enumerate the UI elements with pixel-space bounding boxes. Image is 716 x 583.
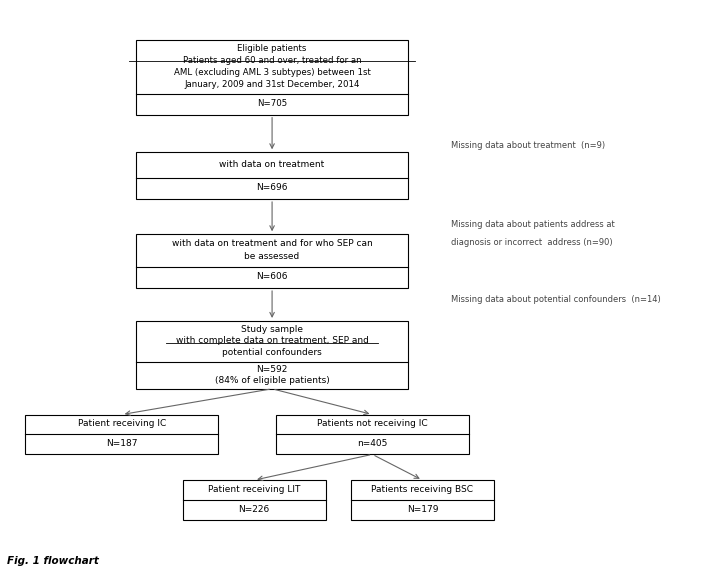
Text: Fig. 1 flowchart: Fig. 1 flowchart (7, 556, 99, 566)
Text: N=179: N=179 (407, 505, 438, 514)
Text: Missing data about patients address at: Missing data about patients address at (451, 220, 615, 229)
Bar (136, 321, 408, 389)
Text: N=606: N=606 (256, 272, 288, 281)
Bar (276, 415, 469, 454)
Text: Patient receiving LIT: Patient receiving LIT (208, 485, 301, 494)
Bar (25, 415, 218, 454)
Text: (84% of eligible patients): (84% of eligible patients) (215, 375, 329, 385)
Text: Patients aged 60 and over, treated for an: Patients aged 60 and over, treated for a… (183, 55, 362, 65)
Text: with complete data on treatment, SEP and: with complete data on treatment, SEP and (175, 336, 369, 345)
Text: N=187: N=187 (106, 439, 137, 448)
Text: potential confounders: potential confounders (222, 348, 322, 357)
Text: Missing data about treatment  (n=9): Missing data about treatment (n=9) (451, 141, 605, 150)
Text: Patient receiving IC: Patient receiving IC (77, 419, 166, 429)
Text: N=696: N=696 (256, 183, 288, 192)
Bar (136, 234, 408, 288)
Text: Patients not receiving IC: Patients not receiving IC (317, 419, 427, 429)
Text: January, 2009 and 31st December, 2014: January, 2009 and 31st December, 2014 (184, 80, 360, 89)
Text: diagnosis or incorrect  address (n=90): diagnosis or incorrect address (n=90) (451, 238, 613, 247)
Text: AML (excluding AML 3 subtypes) between 1st: AML (excluding AML 3 subtypes) between 1… (174, 68, 370, 76)
Text: N=592: N=592 (256, 365, 288, 374)
Text: with data on treatment and for who SEP can: with data on treatment and for who SEP c… (172, 239, 372, 248)
Bar (183, 480, 326, 520)
Text: N=705: N=705 (257, 99, 287, 108)
Bar (136, 152, 408, 199)
Text: with data on treatment: with data on treatment (220, 160, 324, 168)
Bar (351, 480, 494, 520)
Text: Missing data about potential confounders  (n=14): Missing data about potential confounders… (451, 295, 661, 304)
Text: Eligible patients: Eligible patients (238, 44, 306, 52)
Text: be assessed: be assessed (244, 252, 300, 261)
Text: Patients receiving BSC: Patients receiving BSC (372, 485, 473, 494)
Text: N=226: N=226 (238, 505, 270, 514)
Text: n=405: n=405 (357, 439, 387, 448)
Text: Study sample: Study sample (241, 325, 303, 333)
Bar (136, 40, 408, 115)
